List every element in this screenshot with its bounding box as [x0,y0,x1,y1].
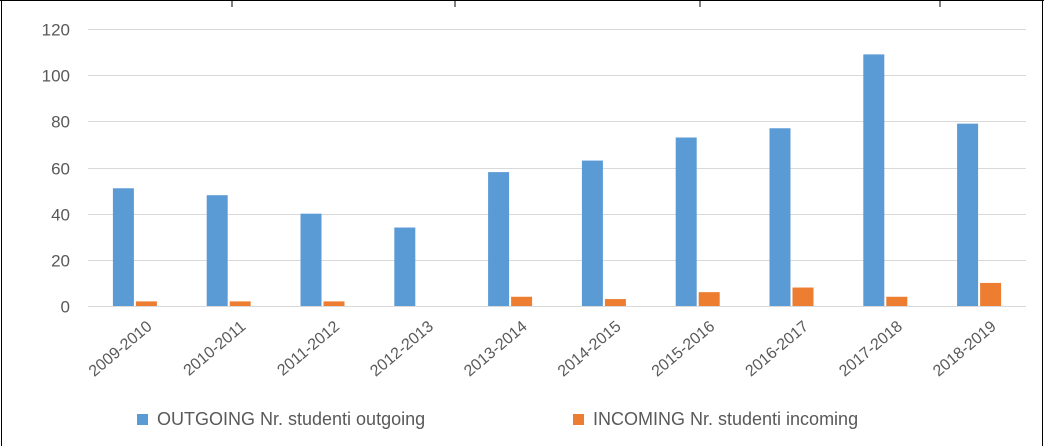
bar-incoming-2015-2016 [698,292,720,306]
bar-incoming-2009-2010 [135,301,157,306]
x-tick-label: 2016-2017 [743,318,813,380]
bar-outgoing-2012-2013 [394,227,416,306]
y-tick-label: 20 [51,252,70,271]
legend-label: OUTGOING Nr. studenti outgoing [157,409,425,429]
bar-outgoing-2017-2018 [863,54,885,307]
bar-outgoing-2016-2017 [769,128,791,306]
x-tick-label: 2013-2014 [461,318,531,380]
legend: OUTGOING Nr. studenti outgoing INCOMING N… [137,409,858,429]
bar-incoming-2017-2018 [886,296,908,306]
y-tick-label: 40 [51,206,70,225]
bar-outgoing-2010-2011 [206,195,228,306]
x-tick-label: 2015-2016 [649,318,719,380]
bar-outgoing-2009-2010 [112,188,134,306]
y-tick-label: 80 [51,113,70,132]
bar-outgoing-2011-2012 [300,213,322,306]
bar-incoming-2010-2011 [229,301,251,306]
x-tick-label: 2018-2019 [930,318,1000,380]
bar-outgoing-2013-2014 [488,172,510,306]
x-tick-label: 2014-2015 [555,318,625,380]
y-tick-label: 60 [51,160,70,179]
legend-swatch [137,414,148,425]
y-tick-label: 0 [61,298,70,317]
bar-outgoing-2015-2016 [675,137,697,306]
y-tick-label: 100 [42,67,70,86]
x-tick-label: 2011-2012 [274,318,343,380]
bars [112,54,1002,307]
gridlines [88,29,1026,307]
y-tick-label: 120 [42,21,70,40]
x-tick-label: 2012-2013 [367,318,437,380]
bar-outgoing-2014-2015 [581,160,603,306]
legend-swatch [573,414,584,425]
bar-outgoing-2018-2019 [957,123,979,307]
legend-label: INCOMING Nr. studenti incoming [593,409,858,429]
bar-incoming-2018-2019 [980,282,1002,306]
x-tick-label: 2010-2011 [181,318,250,380]
bar-incoming-2016-2017 [792,287,814,306]
x-tick-label: 2017-2018 [836,318,906,380]
bar-incoming-2014-2015 [604,299,626,306]
bar-incoming-2013-2014 [511,296,533,306]
y-axis-ticks: 0 20 40 60 80 100 120 [42,21,70,317]
x-axis-ticks: 2009-2010 2010-2011 2011-2012 2012-2013 2013… [86,318,1000,380]
x-tick-label: 2009-2010 [86,318,156,380]
bar-incoming-2011-2012 [323,301,345,306]
